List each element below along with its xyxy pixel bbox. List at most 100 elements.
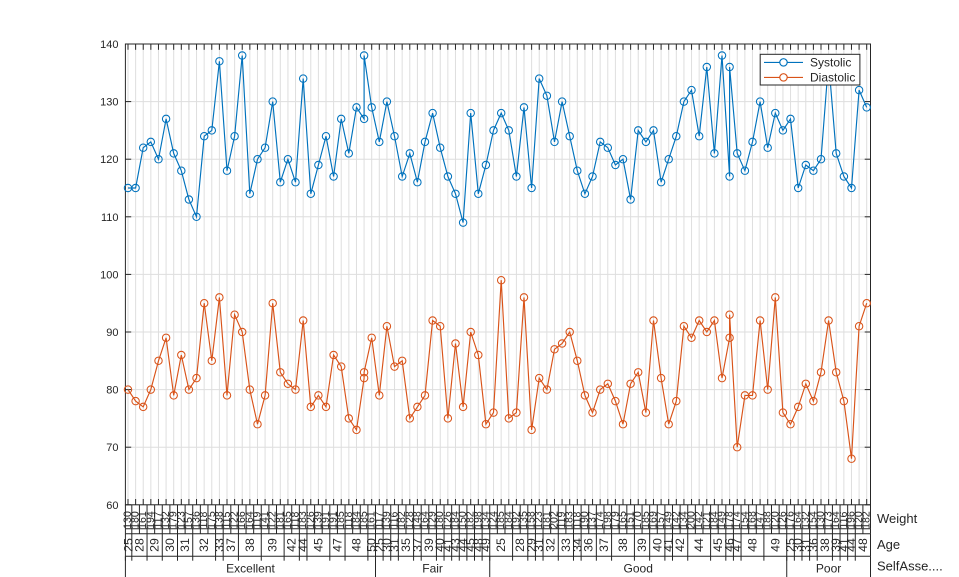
svg-text:184: 184 [708,511,720,529]
svg-text:179: 179 [168,511,180,529]
svg-text:118: 118 [571,511,583,528]
svg-text:158: 158 [526,511,538,529]
svg-text:164: 164 [792,511,804,529]
svg-text:44: 44 [296,538,310,552]
svg-text:182: 182 [465,511,477,529]
svg-text:37: 37 [410,538,424,552]
svg-text:31: 31 [388,538,402,552]
svg-text:Good: Good [624,562,653,576]
svg-text:90: 90 [106,327,118,339]
svg-text:120: 120 [769,511,781,529]
svg-text:180: 180 [434,511,446,529]
svg-text:28: 28 [132,538,146,552]
svg-text:174: 174 [731,511,743,529]
svg-text:Fair: Fair [422,562,443,576]
svg-text:202: 202 [549,511,561,529]
svg-text:116: 116 [389,511,401,528]
svg-text:25: 25 [122,538,136,552]
svg-text:196: 196 [846,511,858,529]
svg-text:126: 126 [777,511,789,529]
svg-text:182: 182 [396,511,408,529]
svg-text:25: 25 [494,538,508,552]
svg-text:31: 31 [178,538,192,552]
svg-text:151: 151 [625,511,637,529]
svg-text:130: 130 [815,511,827,529]
svg-text:37: 37 [224,538,238,552]
svg-text:25: 25 [372,538,386,552]
svg-text:185: 185 [640,511,652,529]
svg-text:118: 118 [290,511,302,528]
svg-text:188: 188 [762,511,774,529]
svg-text:164: 164 [830,511,842,529]
svg-text:120: 120 [100,154,118,166]
svg-text:122: 122 [267,511,279,529]
svg-text:100: 100 [100,269,118,281]
svg-text:148: 148 [411,511,423,529]
svg-text:157: 157 [183,511,195,529]
svg-text:165: 165 [282,511,294,529]
svg-text:179: 179 [609,511,621,529]
svg-text:139: 139 [312,511,324,529]
svg-text:48: 48 [350,538,364,552]
svg-text:25: 25 [784,538,798,552]
svg-text:38: 38 [616,538,630,552]
svg-text:30: 30 [380,538,394,552]
svg-text:137: 137 [587,511,599,529]
svg-text:119: 119 [252,511,264,528]
svg-text:149: 149 [716,511,728,529]
svg-text:45: 45 [464,538,478,552]
svg-text:41: 41 [837,538,851,552]
svg-text:39: 39 [266,538,280,552]
svg-text:126: 126 [305,511,317,529]
svg-text:168: 168 [747,511,759,529]
svg-text:45: 45 [711,538,725,552]
svg-text:42: 42 [285,538,299,552]
svg-text:70: 70 [106,442,118,454]
svg-text:47: 47 [330,538,344,552]
svg-text:49: 49 [479,538,493,552]
svg-text:161: 161 [137,511,149,529]
svg-text:139: 139 [381,511,393,529]
svg-text:180: 180 [130,511,142,529]
svg-text:43: 43 [449,538,463,552]
svg-text:132: 132 [800,511,812,529]
svg-text:165: 165 [617,511,629,529]
svg-text:173: 173 [823,511,835,529]
svg-text:142: 142 [670,511,682,529]
svg-text:Diastolic: Diastolic [810,71,855,85]
svg-text:49: 49 [768,538,782,552]
svg-text:154: 154 [739,511,751,529]
svg-text:32: 32 [197,538,211,552]
svg-text:38: 38 [818,538,832,552]
svg-text:149: 149 [663,511,675,529]
svg-text:166: 166 [236,511,248,529]
svg-text:29: 29 [525,538,539,552]
svg-text:31: 31 [532,538,546,552]
svg-text:184: 184 [450,511,462,529]
svg-text:157: 157 [655,511,667,529]
svg-text:Systolic: Systolic [810,56,851,70]
svg-text:30: 30 [163,538,177,552]
svg-text:175: 175 [206,511,218,529]
svg-text:184: 184 [503,511,515,529]
svg-text:170: 170 [632,511,644,529]
svg-text:44: 44 [456,538,470,552]
svg-text:164: 164 [419,511,431,529]
svg-text:161: 161 [366,511,378,529]
svg-text:183: 183 [297,511,309,529]
svg-text:128: 128 [404,511,416,529]
svg-text:41: 41 [441,538,455,552]
svg-text:178: 178 [724,511,736,529]
svg-text:37: 37 [597,538,611,552]
svg-text:117: 117 [153,511,165,528]
svg-text:40: 40 [433,538,447,552]
svg-text:147: 147 [754,511,766,529]
svg-text:44: 44 [692,538,706,552]
svg-text:191: 191 [328,511,340,529]
svg-text:198: 198 [472,511,484,529]
svg-text:135: 135 [518,511,530,529]
svg-text:118: 118 [343,511,355,528]
svg-text:48: 48 [746,538,760,552]
svg-text:48: 48 [471,538,485,552]
svg-text:174: 174 [594,511,606,529]
